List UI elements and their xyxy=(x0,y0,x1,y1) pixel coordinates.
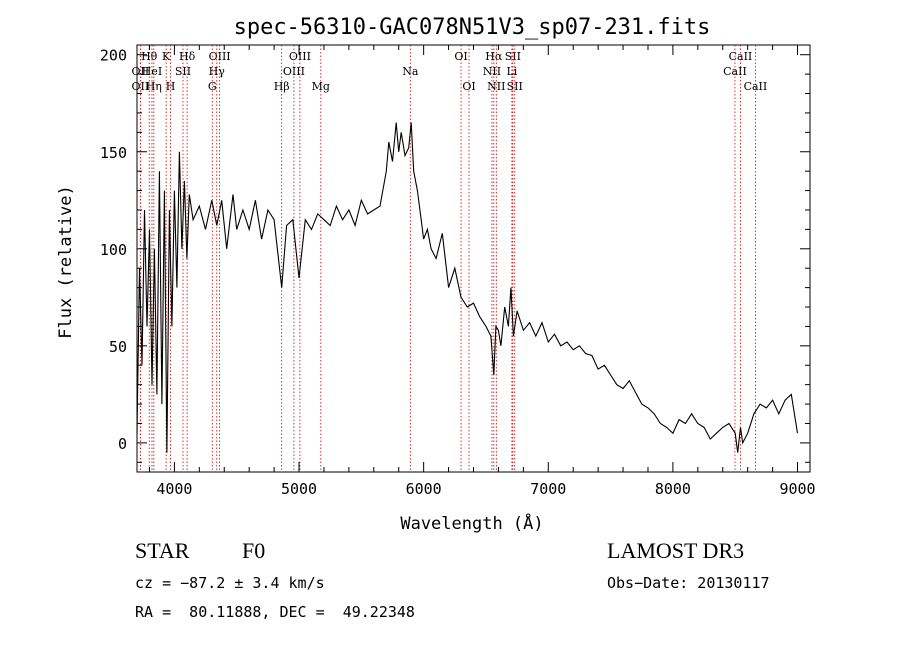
survey-name: LAMOST DR3 xyxy=(607,538,745,563)
x-axis-label: Wavelength (Å) xyxy=(400,512,543,534)
line-marker-label: SII xyxy=(505,50,521,63)
x-tick-label: 7000 xyxy=(530,480,566,498)
y-tick-label: 100 xyxy=(100,241,127,259)
plot-frame xyxy=(136,44,811,473)
line-marker-label: G xyxy=(208,80,217,93)
line-marker-label: H xyxy=(166,80,176,93)
line-marker-label: NII xyxy=(483,65,501,78)
line-marker-label: K xyxy=(162,50,171,63)
line-marker-label: NII xyxy=(487,80,505,93)
line-marker-label: OII xyxy=(132,80,150,93)
line-marker-label: Hγ xyxy=(209,65,226,78)
line-marker-label: Hδ xyxy=(179,50,196,63)
line-marker-label: SII xyxy=(175,65,191,78)
coordinates-text: RA = 80.11888, DEC = 49.22348 xyxy=(135,603,415,621)
line-marker-label: OIII xyxy=(283,65,305,78)
y-tick-label: 50 xyxy=(109,338,127,356)
line-marker-label: Mg xyxy=(312,80,330,93)
line-marker-label: Na xyxy=(402,65,419,78)
x-tick-label: 4000 xyxy=(156,480,192,498)
line-marker-label: HeI xyxy=(142,65,162,78)
x-tick-label: 6000 xyxy=(406,480,442,498)
y-tick-label: 0 xyxy=(118,435,127,453)
y-axis-label: Flux (relative) xyxy=(56,185,76,339)
line-marker-label: OIII xyxy=(289,50,311,63)
y-tick-label: 200 xyxy=(100,47,127,65)
spectrum-line xyxy=(136,122,799,453)
line-marker-label: OI xyxy=(454,50,467,63)
redshift-text: cz = −87.2 ± 3.4 km/s xyxy=(135,574,325,592)
chart-title: spec-56310-GAC078N51V3_sp07-231.fits xyxy=(234,15,711,40)
object-class: STAR xyxy=(135,538,190,563)
line-marker-label: Li xyxy=(506,65,517,78)
line-marker-label: Hη xyxy=(146,80,162,93)
line-marker-label: Hα xyxy=(485,50,503,63)
line-marker-label: CaII xyxy=(723,65,747,78)
y-tick-label: 150 xyxy=(100,144,127,162)
line-marker-label: OII xyxy=(132,65,150,78)
x-tick-label: 9000 xyxy=(779,480,815,498)
line-marker-label: Hβ xyxy=(274,80,290,93)
line-marker-label: CaII xyxy=(744,80,768,93)
object-subclass: F0 xyxy=(242,538,266,563)
line-marker-label: SII xyxy=(507,80,523,93)
line-marker-label: CaII xyxy=(729,50,753,63)
line-marker-label: Hθ xyxy=(141,50,158,63)
line-marker-label: OI xyxy=(462,80,475,93)
obs-date-text: Obs−Date: 20130117 xyxy=(607,574,770,592)
line-marker-label: OIII xyxy=(209,50,231,63)
x-tick-label: 5000 xyxy=(281,480,317,498)
x-tick-label: 8000 xyxy=(655,480,691,498)
